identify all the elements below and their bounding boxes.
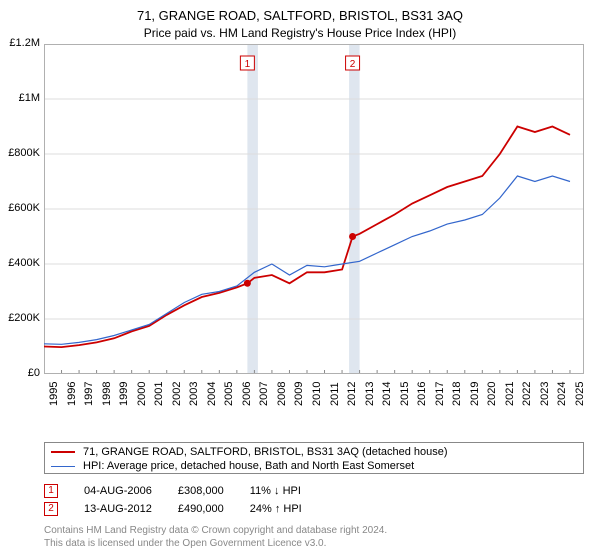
x-tick-label: 2023 <box>539 382 551 406</box>
x-tick-label: 2000 <box>136 382 148 406</box>
transaction-price: £490,000 <box>178 500 224 518</box>
svg-text:2: 2 <box>350 59 356 70</box>
legend-item-price: 71, GRANGE ROAD, SALTFORD, BRISTOL, BS31… <box>51 445 577 459</box>
transaction-date: 04-AUG-2006 <box>84 482 152 500</box>
transaction-row: 1 04-AUG-2006 £308,000 11% ↓ HPI <box>44 482 584 500</box>
x-tick-label: 2015 <box>399 382 411 406</box>
y-tick-label: £800K <box>0 147 40 159</box>
legend-swatch-price <box>51 451 75 453</box>
transaction-date: 13-AUG-2012 <box>84 500 152 518</box>
x-tick-label: 2001 <box>153 382 165 406</box>
x-tick-label: 2016 <box>416 382 428 406</box>
transaction-price: £308,000 <box>178 482 224 500</box>
x-tick-label: 2025 <box>574 382 586 406</box>
chart-container: 71, GRANGE ROAD, SALTFORD, BRISTOL, BS31… <box>0 0 600 560</box>
transaction-marker-1: 1 <box>44 484 58 498</box>
x-tick-label: 2004 <box>206 382 218 406</box>
footer-line-1: Contains HM Land Registry data © Crown c… <box>44 524 584 537</box>
x-tick-label: 2021 <box>504 382 516 406</box>
y-tick-label: £1.2M <box>0 37 40 49</box>
x-tick-label: 2014 <box>381 382 393 406</box>
transaction-delta: 24% ↑ HPI <box>250 500 302 518</box>
chart-subtitle: Price paid vs. HM Land Registry's House … <box>0 26 600 40</box>
x-tick-label: 2002 <box>171 382 183 406</box>
x-tick-label: 2006 <box>241 382 253 406</box>
x-tick-label: 2011 <box>329 382 341 406</box>
x-tick-label: 2007 <box>258 382 270 406</box>
footer-attribution: Contains HM Land Registry data © Crown c… <box>44 524 584 550</box>
legend-swatch-hpi <box>51 466 75 467</box>
x-tick-label: 2024 <box>556 382 568 406</box>
y-tick-label: £0 <box>0 367 40 379</box>
footer-line-2: This data is licensed under the Open Gov… <box>44 537 584 550</box>
x-tick-label: 2008 <box>276 382 288 406</box>
chart-svg: 12 <box>44 44 584 374</box>
x-tick-label: 1999 <box>118 382 130 406</box>
x-tick-label: 2020 <box>486 382 498 406</box>
y-tick-label: £600K <box>0 202 40 214</box>
x-tick-label: 2022 <box>521 382 533 406</box>
x-tick-label: 1998 <box>101 382 113 406</box>
transaction-rows: 1 04-AUG-2006 £308,000 11% ↓ HPI 2 13-AU… <box>44 482 584 518</box>
x-tick-label: 1995 <box>48 382 60 406</box>
y-tick-label: £400K <box>0 257 40 269</box>
legend-label-hpi: HPI: Average price, detached house, Bath… <box>83 459 414 473</box>
x-tick-label: 2010 <box>311 382 323 406</box>
y-tick-label: £200K <box>0 312 40 324</box>
chart-plot-area: 12 <box>44 44 584 374</box>
x-tick-label: 2013 <box>364 382 376 406</box>
x-tick-label: 2012 <box>346 382 358 406</box>
legend: 71, GRANGE ROAD, SALTFORD, BRISTOL, BS31… <box>44 442 584 474</box>
legend-item-hpi: HPI: Average price, detached house, Bath… <box>51 459 577 473</box>
svg-text:1: 1 <box>245 59 251 70</box>
transaction-marker-2: 2 <box>44 502 58 516</box>
chart-title: 71, GRANGE ROAD, SALTFORD, BRISTOL, BS31… <box>0 0 600 26</box>
x-tick-label: 2005 <box>223 382 235 406</box>
transaction-delta: 11% ↓ HPI <box>250 482 301 500</box>
x-tick-label: 2018 <box>451 382 463 406</box>
x-tick-label: 2003 <box>188 382 200 406</box>
x-tick-label: 1996 <box>66 382 78 406</box>
legend-label-price: 71, GRANGE ROAD, SALTFORD, BRISTOL, BS31… <box>83 445 448 459</box>
transaction-row: 2 13-AUG-2012 £490,000 24% ↑ HPI <box>44 500 584 518</box>
x-tick-label: 2019 <box>469 382 481 406</box>
x-tick-label: 2009 <box>293 382 305 406</box>
x-tick-label: 2017 <box>434 382 446 406</box>
x-tick-label: 1997 <box>83 382 95 406</box>
y-tick-label: £1M <box>0 92 40 104</box>
